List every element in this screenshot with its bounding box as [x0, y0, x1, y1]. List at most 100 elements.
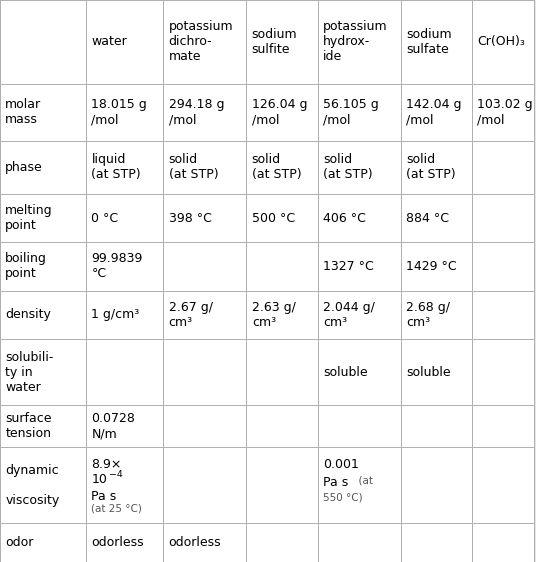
- Text: potassium
dichro-
mate: potassium dichro- mate: [168, 20, 233, 64]
- Bar: [401, 405, 472, 447]
- Bar: [318, 405, 401, 447]
- Bar: [472, 405, 535, 447]
- Bar: [86, 523, 164, 562]
- Bar: [246, 339, 318, 405]
- Bar: [246, 291, 318, 339]
- Bar: [401, 141, 472, 194]
- Text: solid
(at STP): solid (at STP): [168, 153, 218, 182]
- Text: solid
(at STP): solid (at STP): [252, 153, 301, 182]
- Text: 142.04 g
/mol: 142.04 g /mol: [406, 98, 462, 126]
- Text: 56.105 g
/mol: 56.105 g /mol: [323, 98, 379, 126]
- Bar: [472, 84, 535, 141]
- Bar: [0, 523, 86, 562]
- Bar: [86, 339, 164, 405]
- Text: −4: −4: [108, 470, 122, 479]
- Bar: [401, 84, 472, 141]
- Bar: [472, 339, 535, 405]
- Text: 1327 °C: 1327 °C: [323, 260, 374, 273]
- Bar: [318, 0, 401, 84]
- Text: density: density: [5, 309, 51, 321]
- Text: 550 °C): 550 °C): [323, 493, 362, 503]
- Bar: [318, 339, 401, 405]
- Text: sodium
sulfate: sodium sulfate: [406, 28, 452, 56]
- Text: 406 °C: 406 °C: [323, 211, 366, 224]
- Bar: [472, 523, 535, 562]
- Bar: [318, 242, 401, 291]
- Bar: [472, 194, 535, 242]
- Bar: [318, 194, 401, 242]
- Text: 103.02 g
/mol: 103.02 g /mol: [477, 98, 533, 126]
- Text: molar
mass: molar mass: [5, 98, 41, 126]
- Bar: [246, 194, 318, 242]
- Text: 126.04 g
/mol: 126.04 g /mol: [252, 98, 307, 126]
- Text: Pa s: Pa s: [92, 490, 117, 502]
- Text: 18.015 g
/mol: 18.015 g /mol: [92, 98, 147, 126]
- Text: dynamic

viscosity: dynamic viscosity: [5, 464, 59, 506]
- Bar: [401, 523, 472, 562]
- Bar: [164, 291, 246, 339]
- Bar: [246, 242, 318, 291]
- Bar: [86, 141, 164, 194]
- Bar: [246, 84, 318, 141]
- Text: 0.001: 0.001: [323, 457, 359, 471]
- Bar: [246, 0, 318, 84]
- Bar: [0, 405, 86, 447]
- Bar: [401, 0, 472, 84]
- Text: 1429 °C: 1429 °C: [406, 260, 457, 273]
- Text: solid
(at STP): solid (at STP): [323, 153, 373, 182]
- Text: odorless: odorless: [92, 536, 144, 549]
- Text: soluble: soluble: [323, 366, 368, 379]
- Bar: [164, 194, 246, 242]
- Bar: [164, 339, 246, 405]
- Bar: [472, 141, 535, 194]
- Text: 10: 10: [92, 473, 107, 486]
- Bar: [164, 84, 246, 141]
- Text: sodium
sulfite: sodium sulfite: [252, 28, 298, 56]
- Bar: [318, 447, 401, 523]
- Text: 0 °C: 0 °C: [92, 211, 119, 224]
- Text: liquid
(at STP): liquid (at STP): [92, 153, 141, 182]
- Bar: [86, 84, 164, 141]
- Bar: [472, 0, 535, 84]
- Text: 8.9×: 8.9×: [92, 457, 122, 471]
- Bar: [472, 291, 535, 339]
- Bar: [0, 242, 86, 291]
- Bar: [164, 242, 246, 291]
- Bar: [401, 291, 472, 339]
- Text: melting
point: melting point: [5, 204, 53, 232]
- Bar: [318, 141, 401, 194]
- Bar: [318, 291, 401, 339]
- Text: Cr(OH)₃: Cr(OH)₃: [477, 35, 525, 48]
- Bar: [246, 523, 318, 562]
- Text: Pa s: Pa s: [323, 476, 348, 489]
- Bar: [86, 405, 164, 447]
- Text: 500 °C: 500 °C: [252, 211, 295, 224]
- Text: 2.63 g/
cm³: 2.63 g/ cm³: [252, 301, 295, 329]
- Bar: [246, 141, 318, 194]
- Text: boiling
point: boiling point: [5, 252, 47, 280]
- Bar: [0, 84, 86, 141]
- Bar: [86, 291, 164, 339]
- Text: odorless: odorless: [168, 536, 221, 549]
- Text: 2.68 g/
cm³: 2.68 g/ cm³: [406, 301, 450, 329]
- Text: 99.9839
°C: 99.9839 °C: [92, 252, 143, 280]
- Bar: [401, 194, 472, 242]
- Text: odor: odor: [5, 536, 34, 549]
- Text: 294.18 g
/mol: 294.18 g /mol: [168, 98, 224, 126]
- Bar: [318, 523, 401, 562]
- Text: solid
(at STP): solid (at STP): [406, 153, 456, 182]
- Bar: [164, 0, 246, 84]
- Bar: [0, 141, 86, 194]
- Bar: [86, 194, 164, 242]
- Bar: [164, 405, 246, 447]
- Text: phase: phase: [5, 161, 43, 174]
- Text: 0.0728
N/m: 0.0728 N/m: [92, 412, 135, 440]
- Text: potassium
hydrox-
ide: potassium hydrox- ide: [323, 20, 387, 64]
- Bar: [472, 242, 535, 291]
- Text: (at 25 °C): (at 25 °C): [92, 504, 142, 514]
- Text: 398 °C: 398 °C: [168, 211, 211, 224]
- Text: 1 g/cm³: 1 g/cm³: [92, 309, 140, 321]
- Bar: [86, 242, 164, 291]
- Text: surface
tension: surface tension: [5, 412, 52, 440]
- Text: solubili-
ty in
water: solubili- ty in water: [5, 351, 54, 393]
